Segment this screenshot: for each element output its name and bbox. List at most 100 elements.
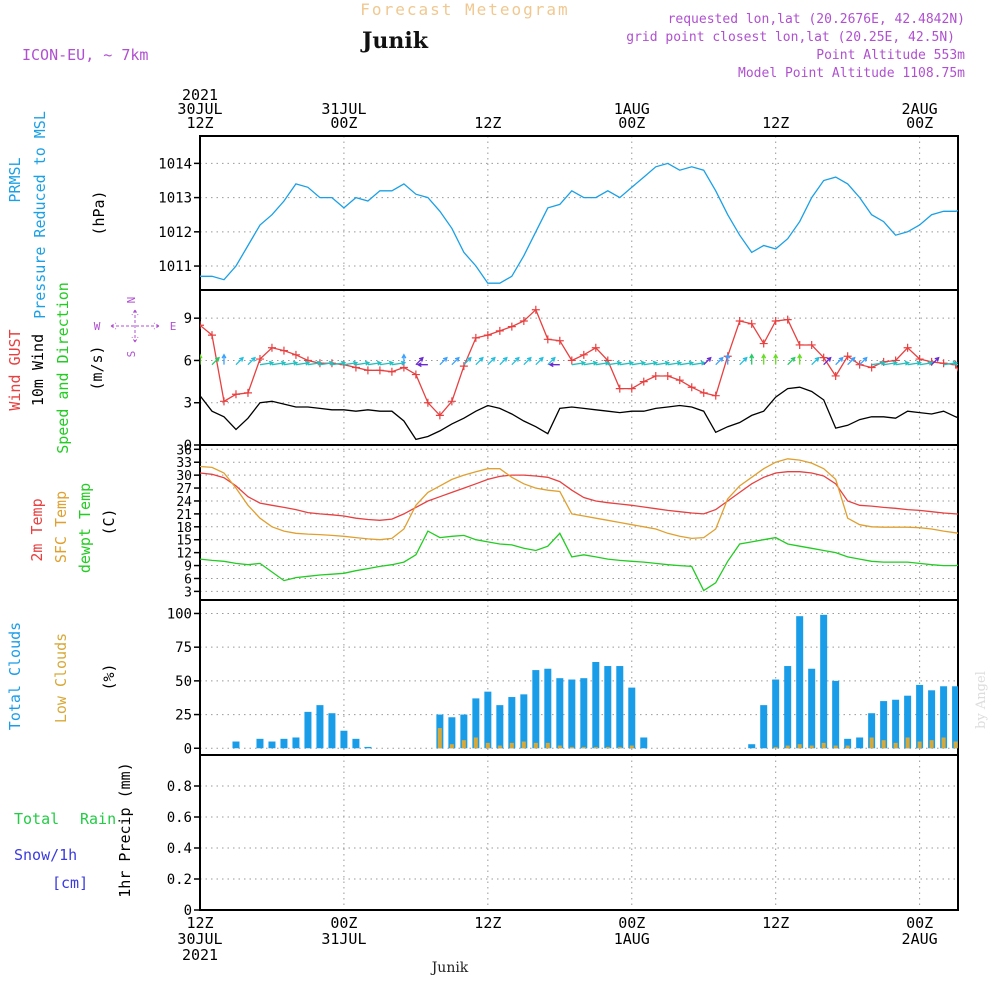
wind-arrow [367,360,383,366]
wind-arrow [487,356,496,366]
gust-marker [819,353,828,362]
gust-marker [867,363,876,372]
total-cloud-bar [340,730,348,749]
low-cloud-bar [461,740,466,749]
total-cloud-bar [916,684,924,749]
gust-marker [255,355,264,364]
gust-marker [964,389,972,397]
gust-marker [843,352,852,361]
gust-marker [219,397,228,406]
point-altitude: Point Altitude 553m [816,48,965,63]
wind-arrow [523,356,532,366]
low-cloud-bar [845,745,850,749]
wind-arrow [679,360,695,366]
wind-arrow [715,356,724,366]
wind-arrow [343,360,359,366]
panel-frame [199,444,959,601]
location-title: Junik [360,28,429,54]
y-tick-label: 50 [175,674,192,690]
low-cloud-bar [557,745,562,749]
wind-arrow [943,360,958,366]
plot-area-wind [124,305,972,441]
low-cloud-bar [978,746,982,749]
compass-rose [110,309,160,343]
gust-marker [627,384,636,393]
total-cloud-bar [964,715,971,749]
chart-title: Forecast Meteogram [360,0,569,19]
total-cloud-bar [328,713,336,749]
wind-arrow [703,356,712,366]
low-cloud-bar [485,742,490,749]
wind-arrow [499,356,508,366]
series-line-sfc-temp [200,458,958,541]
total-cloud-bar [580,678,588,749]
low-cloud-bar [821,742,826,749]
total-cloud-bar [568,679,576,749]
gust-marker [243,388,252,397]
wind-arrow [463,356,472,366]
bottom-time-label: 2AUG [902,930,938,948]
wind-arrow [247,356,256,366]
total-cloud-bar [748,744,756,749]
axis-label: Low Clouds [52,633,70,723]
gust-marker [399,363,408,372]
total-cloud-bar [928,690,936,749]
wind-arrow [739,356,748,366]
y-tick-label: 33 [176,456,192,471]
total-cloud-bar [640,737,648,749]
low-cloud-bar [174,748,178,749]
total-cloud-bar [161,748,168,749]
total-cloud-bar [484,691,492,749]
top-time-label: 00Z [906,114,933,132]
total-cloud-bar [604,666,612,749]
compass-south: S [125,351,138,358]
low-cloud-bar [473,737,478,749]
gust-marker [531,305,540,314]
gust-marker [148,359,156,367]
low-cloud-bar [449,744,454,749]
wind-arrow [439,356,448,366]
plot-area-clouds [161,614,982,749]
total-cloud-bar [472,698,480,749]
legend-snow: Snow/1h [14,846,77,864]
y-tick-label: 0.8 [167,779,192,795]
gust-marker [651,371,660,380]
model-label: ICON-EU, ~ 7km [22,46,148,64]
total-cloud-bar [868,713,876,749]
gust-marker [231,390,240,399]
gust-marker [124,409,132,417]
footer-location: Junik [430,960,469,976]
bottom-time-label: 31JUL [321,930,366,948]
gust-marker [807,340,816,349]
y-tick-label: 0.4 [167,841,192,857]
plot-area-temperature [200,458,958,592]
gust-marker [855,360,864,369]
low-cloud-bar [785,745,790,749]
wind-arrow [583,360,599,366]
low-cloud-bar [437,728,442,749]
wind-arrow [787,356,796,366]
total-cloud-bar [556,678,564,749]
wind-arrow [907,360,922,366]
bottom-time-label: 1AUG [614,930,650,948]
total-cloud-bar [364,746,372,749]
total-cloud-bar [496,705,504,749]
y-tick-label: 6 [184,572,192,587]
top-time-label: 2021 [182,86,218,104]
total-cloud-bar [232,741,240,749]
gust-marker [267,343,276,352]
wind-arrow [259,360,275,366]
axis-label: Pressure Reduced to MSL [31,111,49,319]
y-tick-label: 0.2 [167,872,192,888]
compass-north: N [125,297,138,304]
wind-arrow [667,360,683,366]
gust-marker [291,350,300,359]
series-line-2m-temp [200,471,958,521]
total-cloud-bar [616,666,624,749]
wind-arrow [271,360,287,366]
low-cloud-bar [953,741,958,749]
gust-marker [387,367,396,376]
total-cloud-bar [544,668,552,749]
low-cloud-bar [497,745,502,749]
